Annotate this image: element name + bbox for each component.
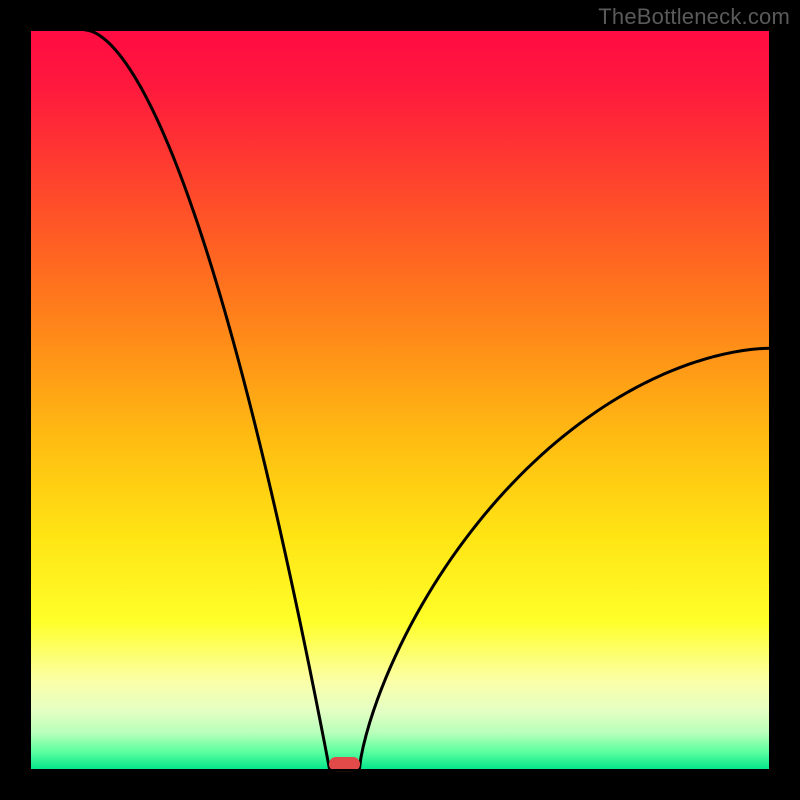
bottleneck-chart-svg bbox=[0, 0, 800, 800]
watermark-text: TheBottleneck.com bbox=[598, 4, 790, 30]
chart-canvas: TheBottleneck.com bbox=[0, 0, 800, 800]
plot-background-gradient bbox=[30, 30, 770, 770]
